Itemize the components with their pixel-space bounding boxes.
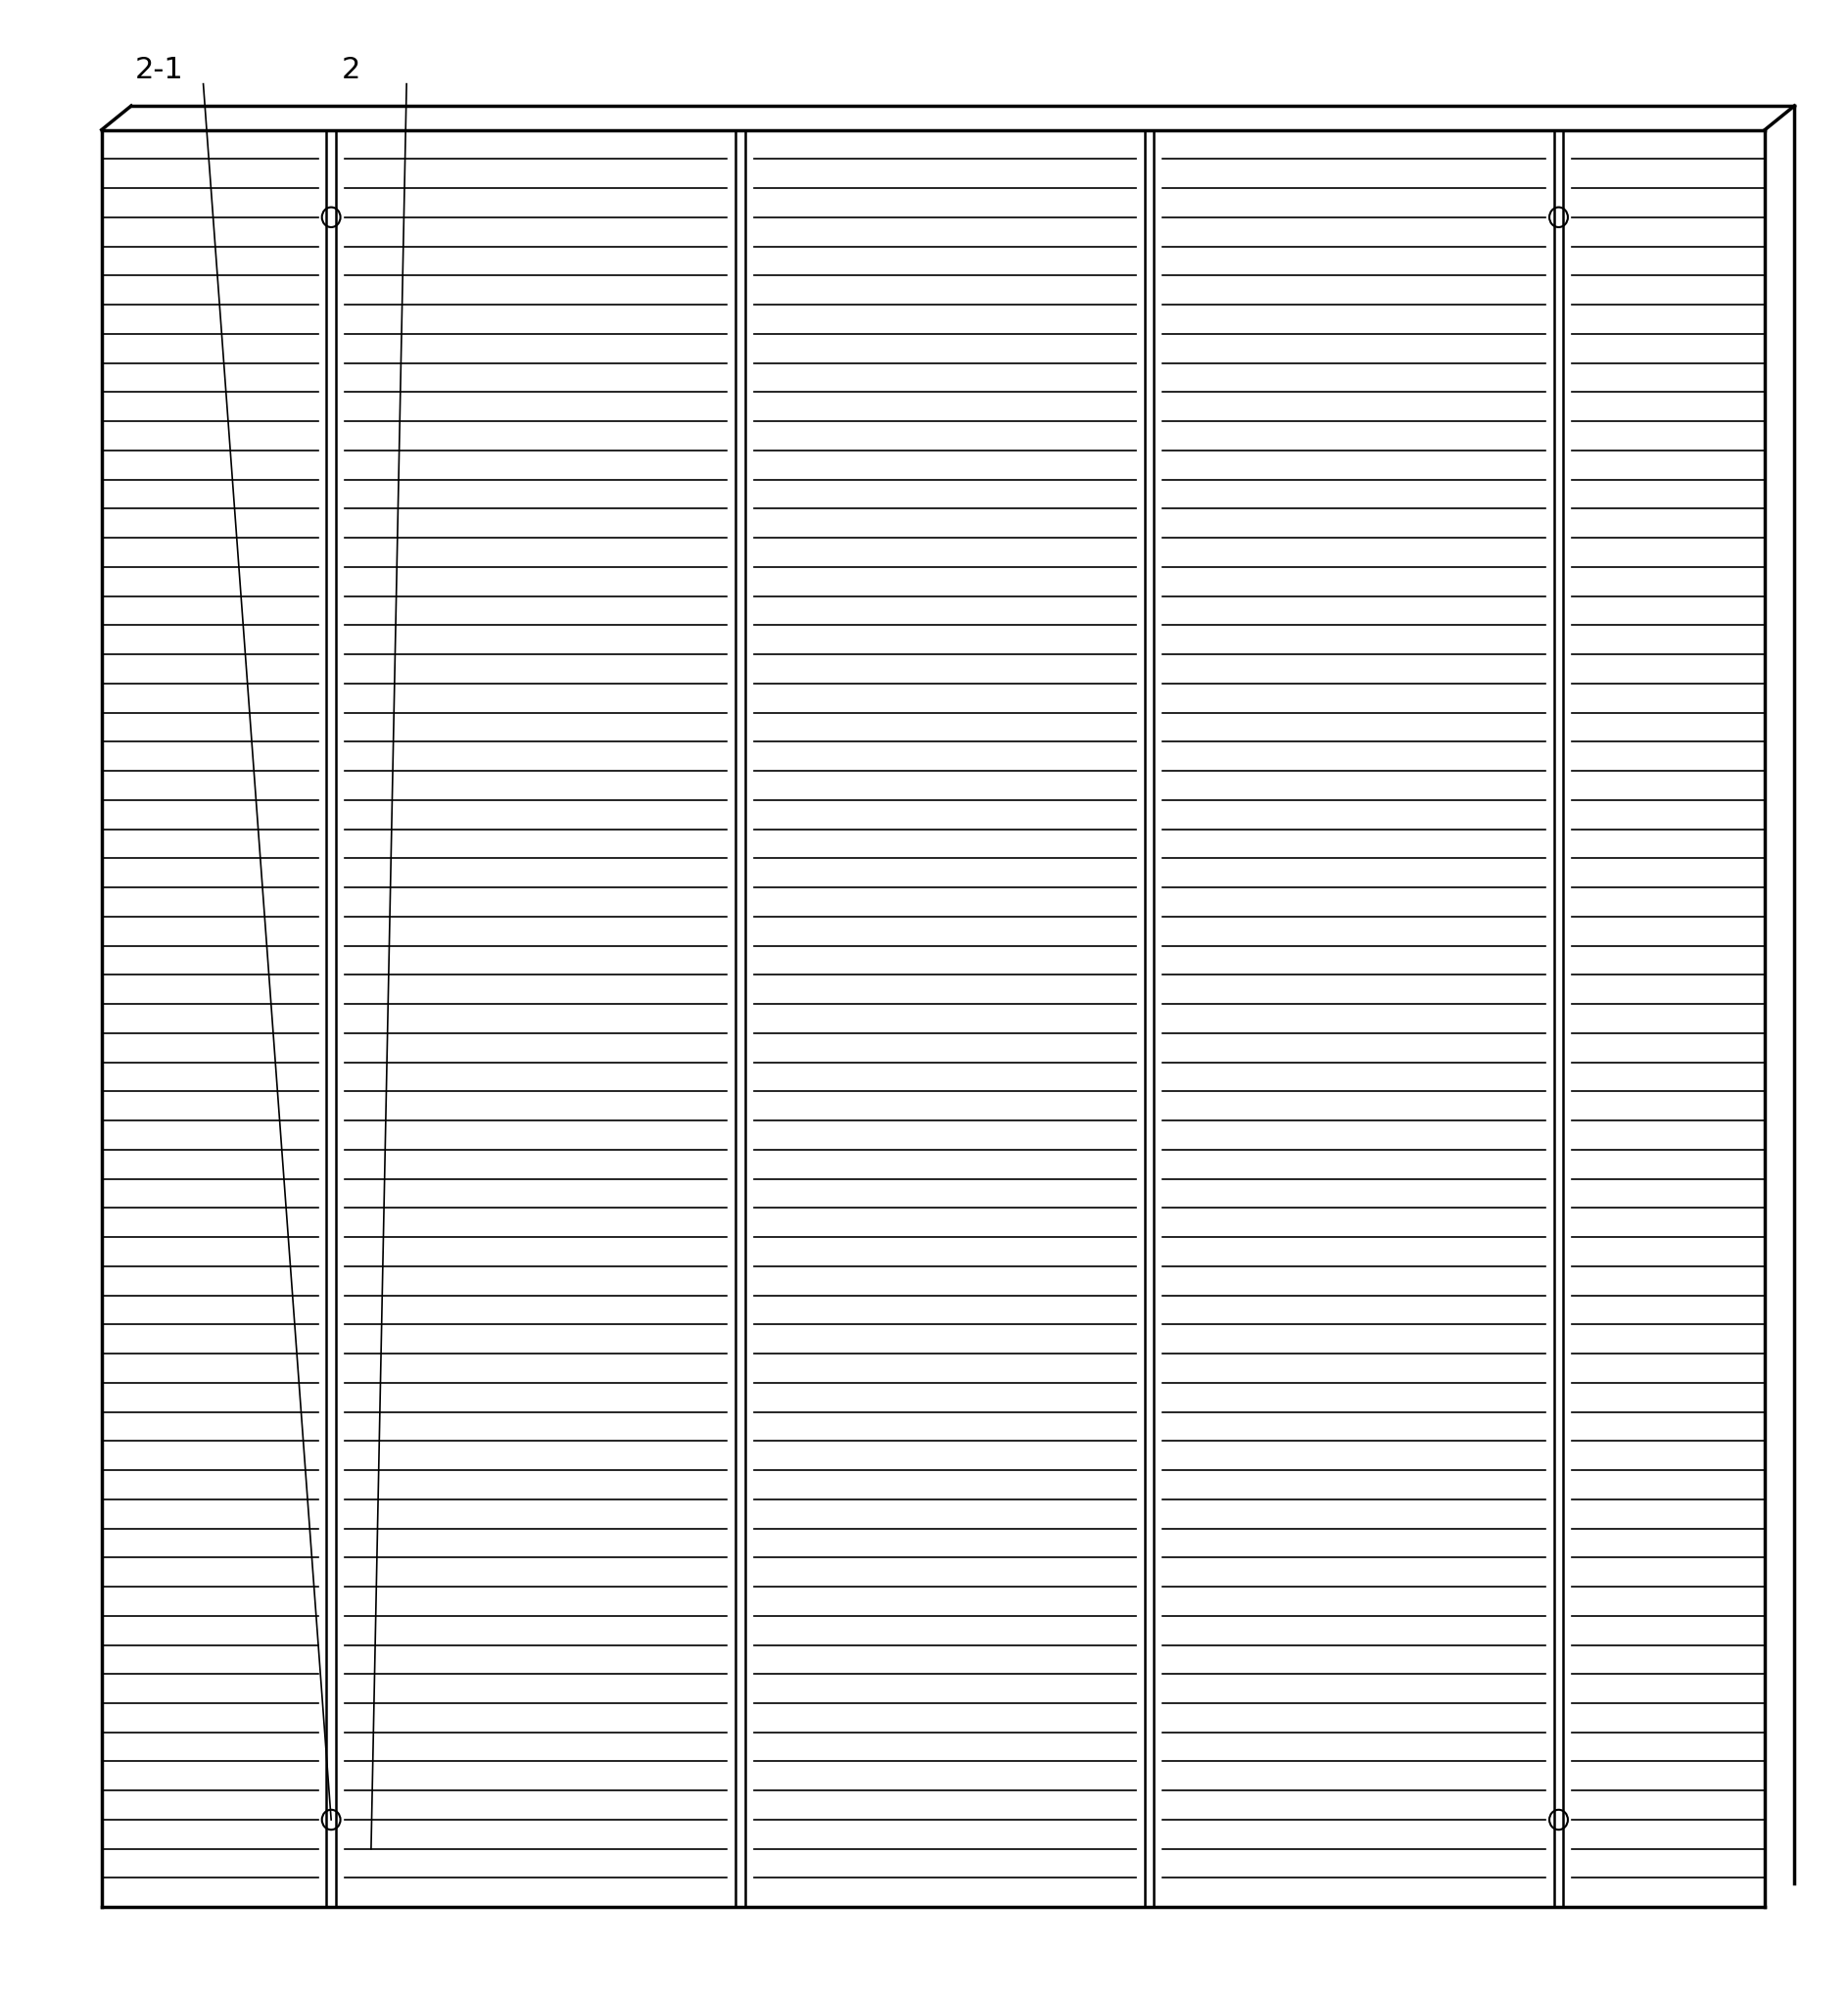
Text: 2-1: 2-1 xyxy=(135,56,183,84)
Text: 2: 2 xyxy=(342,56,360,84)
